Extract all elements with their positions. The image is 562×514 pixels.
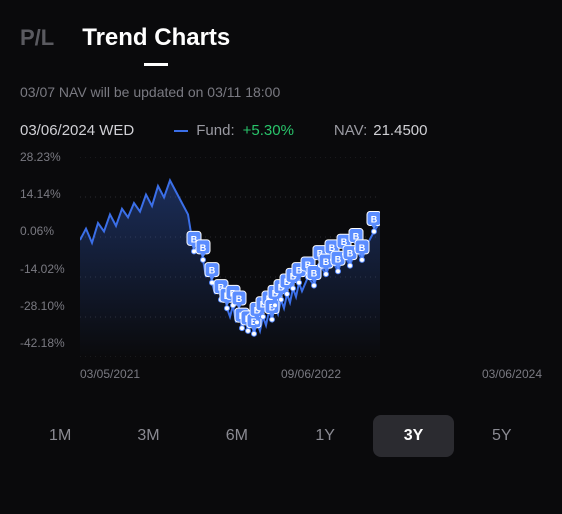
range-3m[interactable]: 3M [108, 415, 188, 457]
fund-line-legend [174, 130, 188, 132]
svg-text:B: B [311, 268, 318, 278]
time-range-selector: 1M3M6M1Y3Y5Y [0, 415, 562, 457]
range-5y[interactable]: 5Y [462, 415, 542, 457]
range-3y[interactable]: 3Y [373, 415, 453, 457]
tab-pl[interactable]: P/L [20, 25, 54, 65]
svg-text:B: B [323, 257, 330, 267]
svg-text:B: B [335, 254, 342, 264]
x-tick-label: 03/06/2024 [482, 367, 542, 381]
x-tick-label: 09/06/2022 [281, 367, 341, 381]
y-tick-label: -14.02% [20, 262, 76, 276]
y-tick-label: 14.14% [20, 187, 76, 201]
range-1y[interactable]: 1Y [285, 415, 365, 457]
y-tick-label: -28.10% [20, 299, 76, 313]
y-axis-labels: 28.23%14.14%0.06%-14.02%-28.10%-42.18% [20, 157, 76, 357]
x-tick-label: 03/05/2021 [80, 367, 140, 381]
fund-change-value: +5.30% [243, 122, 294, 139]
x-axis-labels: 03/05/2021 09/06/2022 03/06/2024 [80, 367, 542, 381]
y-tick-label: 0.06% [20, 224, 76, 238]
nav-update-notice: 03/07 NAV will be updated on 03/11 18:00 [0, 66, 562, 100]
nav-value-group: NAV: 21.4500 [334, 122, 428, 139]
tab-trend-charts[interactable]: Trend Charts [82, 24, 230, 66]
trend-chart[interactable]: 28.23%14.14%0.06%-14.02%-28.10%-42.18% B… [20, 157, 542, 397]
svg-text:B: B [209, 266, 216, 276]
tab-bar: P/L Trend Charts [0, 0, 562, 66]
nav-value: 21.4500 [373, 122, 427, 139]
svg-text:B: B [359, 243, 366, 253]
y-tick-label: 28.23% [20, 150, 76, 164]
fund-label: Fund: [196, 122, 234, 139]
nav-label: NAV: [334, 122, 367, 139]
svg-text:B: B [347, 249, 354, 259]
svg-text:B: B [236, 294, 243, 304]
svg-text:B: B [371, 215, 378, 225]
range-1m[interactable]: 1M [20, 415, 100, 457]
range-6m[interactable]: 6M [197, 415, 277, 457]
chart-info-row: 03/06/2024 WED Fund: +5.30% NAV: 21.4500 [0, 100, 562, 139]
selected-date: 03/06/2024 WED [20, 122, 134, 139]
fund-change-group: Fund: +5.30% [174, 122, 294, 139]
svg-text:B: B [200, 243, 207, 253]
chart-plot: BBBBBBBBBBBBBBBBBBBBBBBBBBBBBB [80, 157, 380, 357]
y-tick-label: -42.18% [20, 336, 76, 350]
